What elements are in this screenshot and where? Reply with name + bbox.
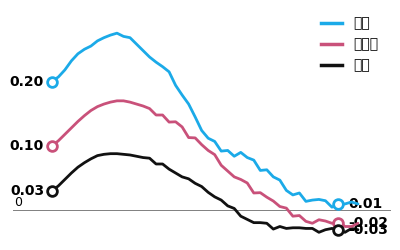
Text: -0.03: -0.03 <box>348 223 388 237</box>
Text: 0.20: 0.20 <box>10 74 44 88</box>
Text: 0.10: 0.10 <box>10 139 44 153</box>
Text: 0: 0 <box>14 196 22 209</box>
Text: 0.01: 0.01 <box>348 197 382 211</box>
Legend: 서울, 수도권, 전국: 서울, 수도권, 전국 <box>316 11 384 78</box>
Text: -0.02: -0.02 <box>348 216 388 230</box>
Text: 0.03: 0.03 <box>10 184 44 198</box>
